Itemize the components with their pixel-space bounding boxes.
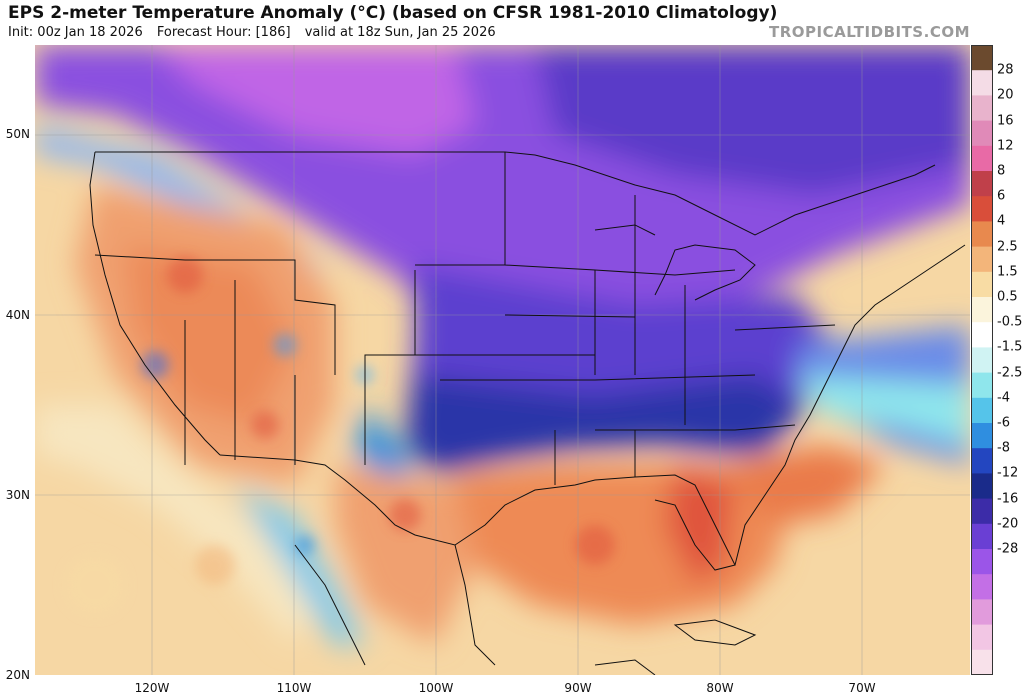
valid-time: valid at 18z Sun, Jan 25 2026 — [304, 25, 496, 40]
colorbar-swatch — [971, 473, 993, 500]
colorbar-swatch — [971, 549, 993, 575]
colorbar-label: -8 — [997, 440, 1010, 456]
init-time: Init: 00z Jan 18 2026 — [8, 25, 143, 40]
colorbar-swatch — [971, 221, 993, 248]
anomaly-map[interactable] — [35, 45, 970, 675]
colorbar-label: -2.5 — [997, 365, 1023, 381]
colorbar-label: -6 — [997, 415, 1010, 431]
graticule — [35, 45, 970, 675]
colorbar-swatch — [971, 120, 993, 147]
colorbar-label: -0.5 — [997, 314, 1023, 330]
colorbar-swatch — [971, 423, 993, 449]
lon-label: 90W — [564, 681, 592, 695]
colorbar-swatch — [971, 70, 993, 96]
colorbar-swatch — [971, 196, 993, 222]
borders — [89, 151, 966, 675]
colorbar-label: 16 — [997, 113, 1014, 129]
site-credit[interactable]: TROPICALTIDBITS.COM — [769, 23, 970, 41]
colorbar-swatch — [971, 95, 993, 122]
lon-label: 110W — [276, 681, 312, 695]
colorbar-swatch — [971, 372, 993, 399]
colorbar-swatch — [971, 523, 993, 550]
colorbar-swatch — [971, 574, 993, 600]
lat-label: 20N — [5, 668, 30, 682]
colorbar-label: 28 — [997, 62, 1014, 78]
colorbar-swatch — [971, 145, 993, 172]
colorbar-swatch — [971, 347, 993, 374]
colorbar-label: -4 — [997, 390, 1010, 406]
colorbar-swatch — [971, 624, 993, 651]
colorbar-label: 12 — [997, 138, 1014, 154]
colorbar-label: 6 — [997, 188, 1006, 204]
map-subtitle: Init: 00z Jan 18 2026 Forecast Hour: [18… — [8, 25, 506, 40]
colorbar-swatch — [971, 322, 993, 348]
colorbar-label: -12 — [997, 465, 1019, 481]
colorbar-swatch — [971, 498, 993, 525]
colorbar-swatch — [971, 45, 993, 71]
forecast-hour: Forecast Hour: [186] — [156, 25, 291, 40]
colorbar — [971, 45, 993, 675]
lon-label: 100W — [418, 681, 454, 695]
colorbar-label: 0.5 — [997, 289, 1018, 305]
colorbar-swatch — [971, 397, 993, 424]
lon-label: 70W — [848, 681, 876, 695]
colorbar-swatch — [971, 649, 993, 675]
colorbar-label: 4 — [997, 213, 1006, 229]
colorbar-label: -20 — [997, 516, 1019, 532]
map-title: EPS 2-meter Temperature Anomaly (°C) (ba… — [8, 3, 778, 23]
colorbar-swatch — [971, 599, 993, 626]
lon-label: 120W — [134, 681, 170, 695]
lon-label: 80W — [706, 681, 734, 695]
colorbar-swatch — [971, 246, 993, 273]
colorbar-label: -28 — [997, 541, 1019, 557]
colorbar-label: 8 — [997, 163, 1006, 179]
lat-label: 40N — [5, 308, 30, 322]
colorbar-label: 2.5 — [997, 239, 1018, 255]
colorbar-label: -1.5 — [997, 339, 1023, 355]
map-canvas — [35, 45, 970, 675]
colorbar-swatch — [971, 448, 993, 474]
lat-label: 50N — [5, 127, 30, 141]
colorbar-swatch — [971, 297, 993, 323]
colorbar-swatch — [971, 271, 993, 298]
colorbar-label: 1.5 — [997, 264, 1018, 280]
colorbar-border — [971, 45, 993, 675]
lat-label: 30N — [5, 488, 30, 502]
colorbar-label: -16 — [997, 491, 1019, 507]
colorbar-swatch — [971, 171, 993, 197]
colorbar-label: 20 — [997, 87, 1014, 103]
